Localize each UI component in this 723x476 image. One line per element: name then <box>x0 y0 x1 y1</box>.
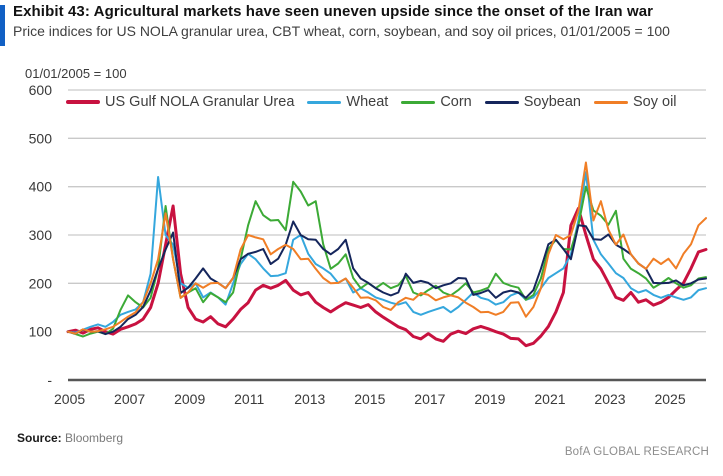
y-tick-label-600: 600 <box>29 82 53 98</box>
x-tick-label-2005: 2005 <box>54 391 85 407</box>
legend-label: Soy oil <box>633 94 677 110</box>
series-line-soybean <box>67 220 707 336</box>
legend-item-corn: Corn <box>401 94 472 110</box>
x-tick-label-2017: 2017 <box>414 391 445 407</box>
y-tick-label-400: 400 <box>29 179 53 195</box>
series-line-us-gulf-nola-granular-urea <box>66 204 708 348</box>
exhibit-title: Exhibit 43: Agricultural markets have se… <box>13 3 654 20</box>
series-line-soy-oil <box>67 161 707 335</box>
legend-label: Soybean <box>523 94 581 110</box>
y-tick-label-500: 500 <box>29 130 53 146</box>
legend-swatch-icon <box>484 100 519 104</box>
exhibit-subtitle: Price indices for US NOLA granular urea,… <box>13 23 670 39</box>
legend-swatch-icon <box>594 100 628 104</box>
legend-swatch-icon <box>401 100 436 104</box>
title-accent-bar <box>0 5 5 46</box>
legend-label: US Gulf NOLA Granular Urea <box>105 94 295 110</box>
y-tick-label-100: 100 <box>29 324 53 340</box>
legend-swatch-icon <box>307 100 342 104</box>
y-tick-label-300: 300 <box>29 227 53 243</box>
source-line: Source: Bloomberg <box>17 431 123 445</box>
chart-legend: US Gulf NOLA Granular Urea Wheat Corn Soybe… <box>66 93 677 111</box>
x-tick-label-2009: 2009 <box>174 391 205 407</box>
legend-swatch-icon <box>66 100 100 104</box>
legend-item-soybean: Soybean <box>484 94 581 110</box>
source-value: Bloomberg <box>65 431 124 445</box>
x-tick-label-2025: 2025 <box>654 391 685 407</box>
legend-item-soy-oil: Soy oil <box>594 94 677 110</box>
x-tick-label-2011: 2011 <box>234 391 264 407</box>
y-tick-label-200: 200 <box>29 275 53 291</box>
source-label: Source: <box>17 431 62 445</box>
brand-mark: BofA GLOBAL RESEARCH <box>564 446 709 458</box>
x-tick-label-2023: 2023 <box>594 391 625 407</box>
legend-item-us-gulf-nola-granular-urea: US Gulf NOLA Granular Urea <box>66 94 294 110</box>
legend-label: Corn <box>440 94 472 110</box>
y-tick-label-zero: - <box>47 372 52 388</box>
legend-label: Wheat <box>346 94 389 110</box>
x-tick-label-2013: 2013 <box>294 391 325 407</box>
x-tick-label-2021: 2021 <box>534 391 565 407</box>
x-tick-label-2019: 2019 <box>474 391 505 407</box>
legend-item-wheat: Wheat <box>307 94 388 110</box>
x-tick-label-2007: 2007 <box>114 391 145 407</box>
axis-note: 01/01/2005 = 100 <box>25 66 127 81</box>
series-line-wheat <box>67 171 707 334</box>
x-tick-label-2015: 2015 <box>354 391 385 407</box>
